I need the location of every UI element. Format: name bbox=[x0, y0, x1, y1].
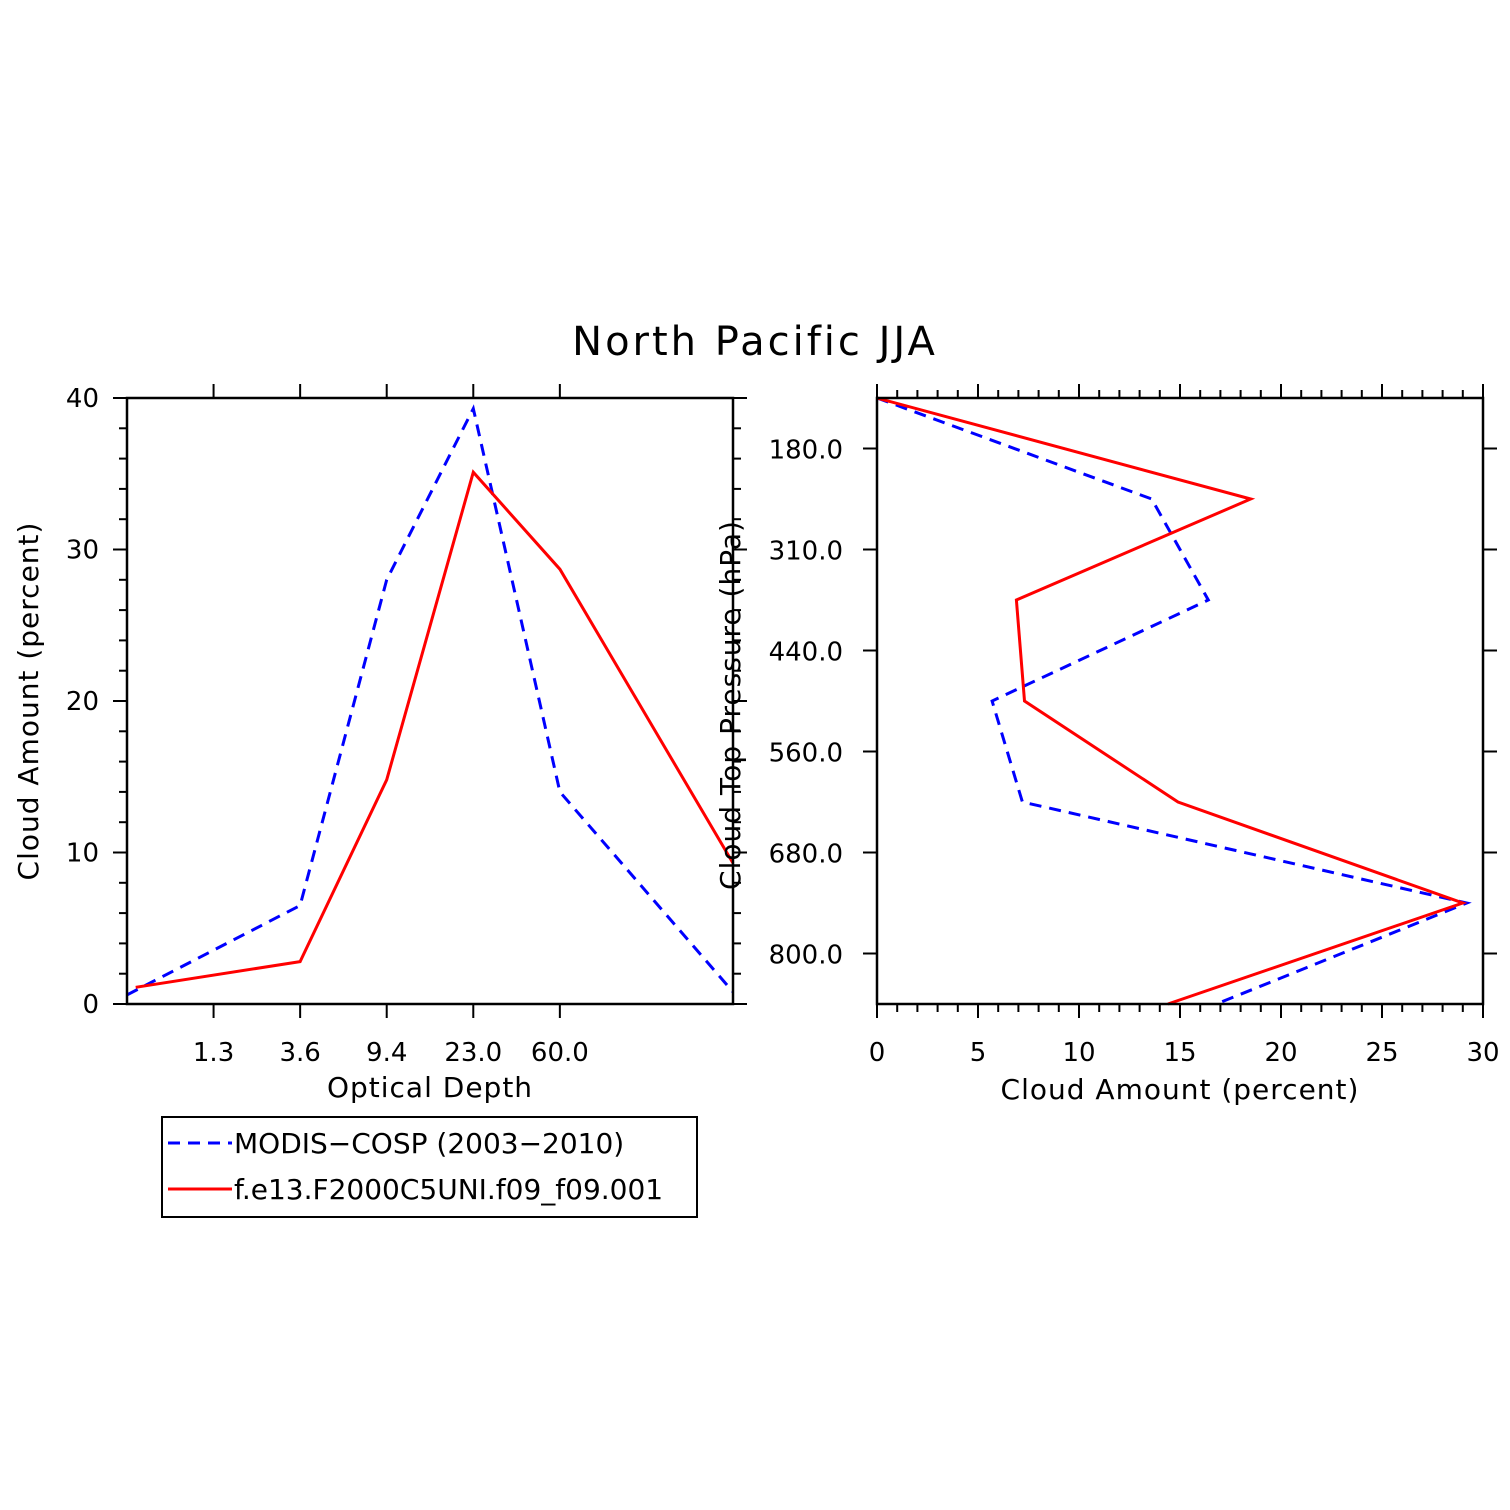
right-y-axis-label: Cloud Top Pressure (hPa) bbox=[714, 520, 747, 890]
left-x-tick-label: 3.6 bbox=[279, 1038, 320, 1068]
right-y-tick-label: 310.0 bbox=[769, 537, 843, 567]
right-y-tick-label: 180.0 bbox=[769, 436, 843, 466]
left-series-line-1 bbox=[135, 469, 735, 989]
legend-box bbox=[161, 1116, 698, 1218]
right-x-tick-label: 25 bbox=[1365, 1038, 1398, 1068]
right-x-tick-label: 10 bbox=[1062, 1038, 1095, 1068]
legend: MODIS−COSP (2003−2010) f.e13.F2000C5UNI.… bbox=[161, 1116, 698, 1218]
right-y-tick-label: 440.0 bbox=[769, 638, 843, 668]
right-series-line-1 bbox=[876, 396, 1468, 1006]
left-x-tick-label: 9.4 bbox=[366, 1038, 407, 1068]
left-y-tick-label: 0 bbox=[82, 990, 99, 1020]
right-series-line-0 bbox=[876, 396, 1472, 1006]
left-y-tick-label: 40 bbox=[66, 384, 99, 414]
right-y-tick-label: 680.0 bbox=[769, 840, 843, 870]
left-x-tick-label: 60.0 bbox=[531, 1038, 589, 1068]
right-x-tick-label: 15 bbox=[1163, 1038, 1196, 1068]
left-y-axis-label: Cloud Amount (percent) bbox=[12, 522, 45, 881]
right-x-tick-label: 30 bbox=[1466, 1038, 1499, 1068]
right-x-tick-label: 20 bbox=[1264, 1038, 1297, 1068]
left-plot-frame bbox=[125, 396, 735, 1006]
left-y-tick-label: 30 bbox=[66, 536, 99, 566]
chart-title: North Pacific JJA bbox=[572, 319, 938, 365]
right-x-tick-label: 0 bbox=[869, 1038, 886, 1068]
right-plot-frame bbox=[875, 396, 1485, 1006]
left-series-line-0 bbox=[126, 404, 735, 997]
legend-label-model: f.e13.F2000C5UNI.f09_f09.001 bbox=[234, 1173, 663, 1206]
right-y-tick-label: 800.0 bbox=[769, 941, 843, 971]
right-x-tick-label: 5 bbox=[970, 1038, 987, 1068]
left-y-tick-label: 10 bbox=[66, 839, 99, 869]
right-y-tick-label: 560.0 bbox=[769, 739, 843, 769]
left-x-axis-label: Optical Depth bbox=[327, 1071, 533, 1104]
pressure-panel: 0 5 10 15 20 25 30 180.0 310.0 440.0 560.0 680.0 800… bbox=[714, 384, 1500, 1106]
right-x-axis-label: Cloud Amount (percent) bbox=[1001, 1073, 1360, 1106]
legend-label-modis: MODIS−COSP (2003−2010) bbox=[234, 1127, 624, 1160]
left-y-tick-label: 20 bbox=[66, 687, 99, 717]
left-x-tick-label: 1.3 bbox=[193, 1038, 234, 1068]
left-x-tick-label: 23.0 bbox=[444, 1038, 502, 1068]
